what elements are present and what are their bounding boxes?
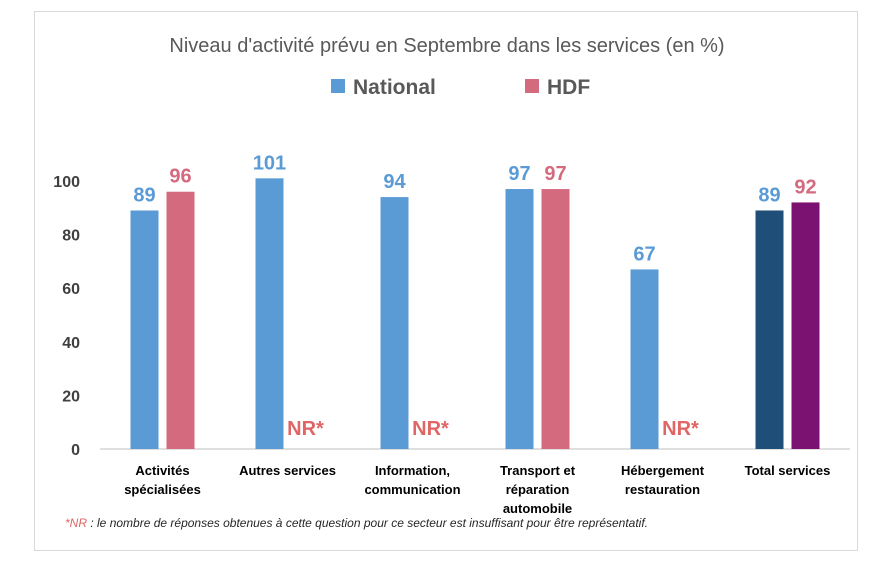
x-tick-label-4-0: Hébergement	[621, 463, 705, 478]
bar-1-5	[791, 202, 820, 449]
data-label-0-3: 97	[508, 163, 530, 185]
y-axis: 0 20 40 60 80 100	[53, 174, 850, 459]
legend-label-1: HDF	[547, 76, 590, 99]
x-tick-label-4-1: restauration	[625, 482, 700, 497]
bar-0-0	[130, 210, 159, 449]
footnote-prefix: *NR	[65, 516, 88, 530]
legend-swatch-1	[525, 79, 539, 93]
missing-label-1-2: NR*	[412, 418, 449, 440]
x-tick-label-0-0: Activités	[135, 463, 189, 478]
legend-swatch-0	[331, 79, 345, 93]
legend-label-0: National	[353, 76, 436, 99]
data-label-0-4: 67	[633, 243, 655, 265]
data-label-0-1: 101	[253, 152, 286, 174]
missing-label-1-1: NR*	[287, 418, 324, 440]
y-tick-label-3: 60	[62, 281, 80, 298]
chart-title: Niveau d'activité prévu en Septembre dan…	[169, 35, 724, 57]
x-tick-label-2-1: communication	[364, 482, 460, 497]
x-tick-label-2-0: Information,	[375, 463, 450, 478]
x-tick-label-5-0: Total services	[745, 463, 831, 478]
x-axis: Activités spécialisées Autres services Info…	[124, 463, 830, 516]
bar-0-3	[505, 189, 534, 450]
missing-label-1-4: NR*	[662, 418, 699, 440]
data-label-1-0: 96	[169, 166, 191, 188]
bars	[130, 178, 820, 450]
data-labels: 89 96 101 NR* 94 NR* 97 97 67 NR* 89 92	[133, 152, 816, 440]
bar-0-5	[755, 210, 784, 449]
bar-0-2	[380, 197, 409, 449]
legend: National HDF	[331, 76, 590, 99]
footnote-text: : le nombre de réponses obtenues à cette…	[87, 516, 649, 530]
bar-0-4	[630, 269, 659, 449]
y-tick-label-4: 80	[62, 228, 80, 245]
x-tick-label-1-0: Autres services	[239, 463, 336, 478]
bar-1-3	[541, 189, 570, 450]
data-label-1-3: 97	[544, 163, 566, 185]
data-label-1-5: 92	[794, 176, 816, 198]
data-label-0-0: 89	[133, 184, 155, 206]
data-label-0-2: 94	[383, 171, 406, 193]
footnote: *NR : le nombre de réponses obtenues à c…	[65, 516, 648, 530]
y-tick-label-0: 0	[71, 442, 80, 459]
x-tick-label-0-1: spécialisées	[124, 482, 201, 497]
y-tick-label-5: 100	[53, 174, 80, 191]
x-tick-label-3-2: automobile	[503, 501, 572, 516]
x-tick-label-3-0: Transport et	[500, 463, 576, 478]
bar-1-0	[166, 191, 195, 449]
y-tick-label-1: 20	[62, 388, 80, 405]
x-tick-label-3-1: réparation	[506, 482, 570, 497]
data-label-0-5: 89	[758, 184, 780, 206]
bar-0-1	[255, 178, 284, 449]
y-tick-label-2: 40	[62, 335, 80, 352]
